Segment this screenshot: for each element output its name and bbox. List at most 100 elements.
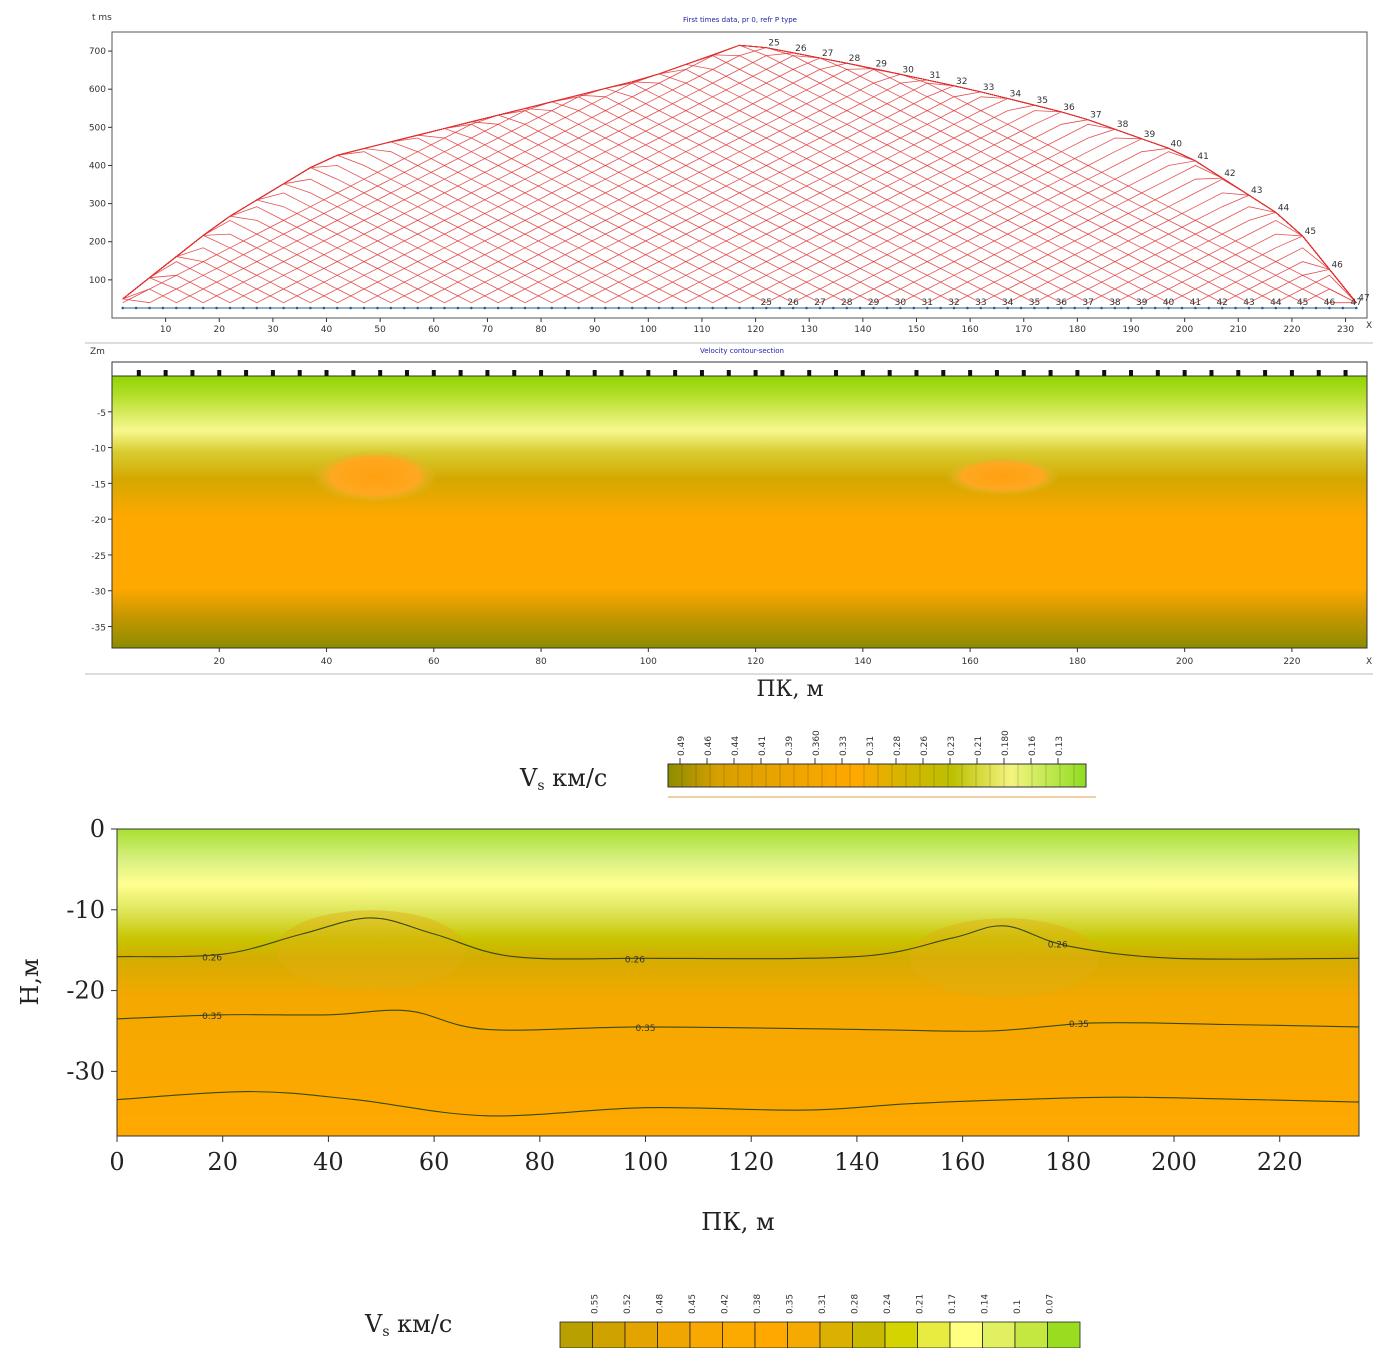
legend-bottom-tick-label: 0.52 (623, 1294, 633, 1314)
geophone-dot (697, 306, 701, 310)
legend-bottom-tick-label: 0.21 (916, 1294, 926, 1314)
legend-top-tick-label: 0.33 (839, 736, 849, 756)
x-tick-label: 230 (1337, 325, 1354, 335)
legend-bottom-cell (559, 1321, 593, 1348)
x-tick-label: 20 (214, 325, 226, 335)
traveltime-title: First times data, pr 0, refr P type (683, 16, 797, 24)
geophone-dot (148, 306, 151, 310)
traveltime-x-letter: X (1366, 321, 1372, 331)
geophone-marker (1316, 370, 1321, 376)
y-tick-label: -30 (91, 588, 106, 598)
geophone-marker (673, 370, 678, 376)
geophone-dot (1033, 306, 1036, 310)
geophone-dot (684, 306, 688, 310)
geophone-dot (1234, 306, 1237, 310)
geophone-dot (885, 306, 889, 310)
contour-label: 0.26 (1048, 941, 1068, 951)
geophone-dot (255, 306, 259, 310)
x-tick-label: 140 (854, 657, 871, 667)
geophone-marker (1182, 370, 1187, 376)
geophone-dot (563, 306, 567, 310)
geophone-dot (966, 306, 969, 310)
x-tick-label: 110 (693, 325, 710, 335)
contour-dome (275, 910, 466, 991)
y-tick-label: -20 (91, 516, 106, 526)
geophone-dot (724, 306, 728, 310)
geophone-number: 37 (1082, 298, 1093, 308)
velocity-title: Velocity contour-section (700, 347, 784, 355)
shot-number: 39 (1144, 130, 1156, 140)
geophone-marker (619, 370, 624, 376)
contour-line (116, 1091, 1360, 1117)
geophone-number: 28 (841, 298, 853, 308)
geophone-marker (807, 370, 812, 376)
geophone-dot (818, 306, 822, 310)
y-tick-label: 0 (90, 815, 105, 843)
geophone-number: 31 (921, 298, 932, 308)
contour-label: 0.35 (202, 1012, 222, 1022)
geophone-dot (577, 306, 580, 310)
geophone-dot (1127, 306, 1130, 310)
geophone-dot (925, 306, 929, 310)
geophone-dot (483, 306, 487, 310)
legend-bottom-tick-label: 0.17 (948, 1294, 958, 1314)
legend-top-bar (667, 763, 1087, 788)
geophone-dot (443, 306, 446, 310)
geophone-dot (939, 306, 942, 310)
legend-top-tick-label: 0.13 (1055, 736, 1065, 756)
x-tick-label: 80 (525, 1148, 556, 1176)
legend-bottom-cell (819, 1321, 853, 1348)
geophone-dot (470, 306, 473, 310)
legend-bottom-tick-label: 0.28 (851, 1294, 861, 1314)
geophone-marker (565, 370, 570, 376)
geophone-dot (550, 306, 554, 310)
y-tick-label: -15 (91, 480, 106, 490)
geophone-dot (912, 306, 916, 310)
geophone-marker (1129, 370, 1134, 376)
geophone-dot (416, 306, 420, 310)
geophone-dot (1207, 306, 1211, 310)
geophone-marker (404, 370, 409, 376)
geophone-marker (834, 370, 839, 376)
geophone-dot (228, 306, 232, 310)
x-tick-label: 90 (589, 325, 601, 335)
legend-top-tick-label: 0.360 (812, 730, 822, 756)
geophone-dot (872, 306, 875, 310)
geophone-dot (1261, 306, 1264, 310)
geophone-dot (1301, 306, 1304, 310)
geophone-marker (1209, 370, 1214, 376)
geophone-dot (805, 306, 808, 310)
geophone-number: 40 (1163, 298, 1175, 308)
geophone-marker (646, 370, 651, 376)
shot-number: 46 (1331, 260, 1343, 270)
x-tick-label: 30 (267, 325, 279, 335)
geophone-dot (510, 306, 513, 310)
x-tick-label: 220 (1283, 657, 1300, 667)
geophone-marker (1102, 370, 1107, 376)
x-tick-label: 160 (962, 325, 979, 335)
geophone-dot (1086, 306, 1090, 310)
x-tick-label: 100 (640, 325, 657, 335)
geophone-dot (671, 306, 674, 310)
x-tick-label: 180 (1069, 657, 1086, 667)
geophone-marker (512, 370, 517, 376)
legend-bottom-cell (624, 1321, 658, 1348)
x-tick-label: 140 (854, 325, 871, 335)
geophone-dot (282, 306, 285, 310)
legend-top-tick-label: 0.44 (731, 736, 741, 756)
legend-bottom-cell (982, 1321, 1016, 1348)
geophone-marker (244, 370, 249, 376)
geophone-dot (711, 306, 714, 310)
legend-bottom: Vs км/с 0.55 0.52 0.48 0.45 0.42 0.38 0.35 0.31… (364, 1294, 1081, 1348)
y-tick-label: 300 (89, 200, 106, 210)
geophone-dot (175, 306, 178, 310)
shot-number: 44 (1278, 203, 1290, 213)
x-tick-label: 150 (908, 325, 925, 335)
geophone-dot (322, 306, 326, 310)
legend-bottom-cell (852, 1321, 886, 1348)
geophone-dot (362, 306, 366, 310)
legend-bottom-cell (657, 1321, 691, 1348)
geophone-marker (780, 370, 785, 376)
geophone-marker (726, 370, 731, 376)
x-tick-label: 20 (214, 657, 226, 667)
